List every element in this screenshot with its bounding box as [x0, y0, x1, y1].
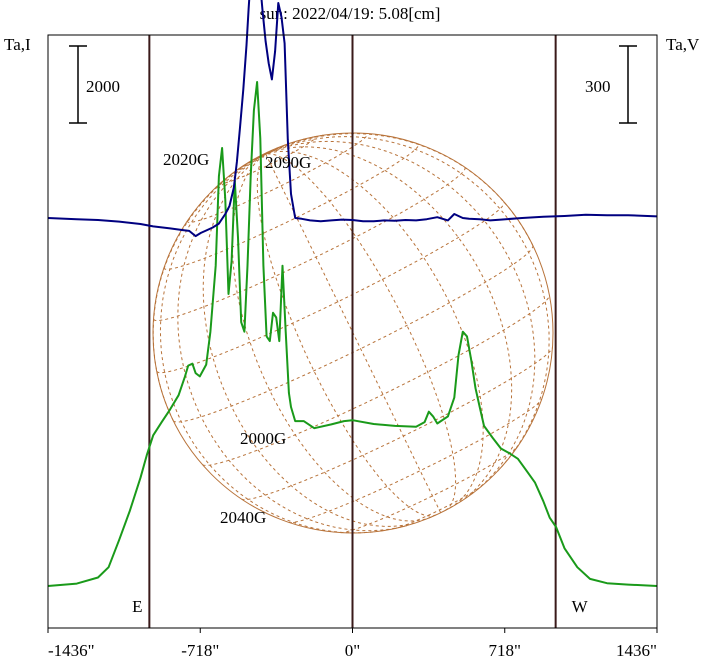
annotation-label: 2000G [240, 429, 286, 448]
polarization-series-line [47, 0, 658, 238]
x-tick-label: -718" [181, 641, 219, 660]
longitude-line [241, 153, 266, 168]
latitude-line [394, 485, 482, 530]
right-scale-bar-label: 300 [585, 77, 611, 96]
x-tick-label: 0" [345, 641, 360, 660]
longitude-line [265, 134, 324, 155]
annotation-label: 2090G [265, 153, 311, 172]
longitude-line [265, 146, 513, 503]
latitude-line [202, 295, 550, 466]
west-marker-label: W [572, 597, 589, 616]
latitude-line [186, 133, 368, 223]
longitude-line [265, 136, 550, 472]
y-axis-label-left: Ta,I [4, 35, 31, 54]
longitude-line [256, 153, 436, 517]
longitude-line [265, 133, 534, 246]
longitude-line [265, 140, 536, 495]
longitude-line [265, 150, 484, 509]
east-marker-label: E [132, 597, 142, 616]
latitude-line [340, 445, 519, 534]
x-tick-label: -1436" [48, 641, 95, 660]
y-axis-label-right: Ta,V [666, 35, 700, 54]
latitude-line [163, 143, 420, 270]
latitude-line [288, 398, 543, 524]
x-axis-ticks: -1436" -718" 0" 718" 1436" [47, 628, 658, 660]
chart-title: sun: 2022/04/19: 5.08[cm] [260, 4, 441, 23]
latitude-line [221, 136, 316, 184]
longitude-line [231, 153, 432, 522]
intensity-series-line [47, 81, 658, 587]
annotation-label: 2040G [220, 508, 266, 527]
longitude-line [202, 153, 421, 527]
longitude-line [265, 153, 442, 513]
longitude-line [265, 153, 457, 511]
left-scale-bar-label: 2000 [86, 77, 120, 96]
data-series [47, 0, 658, 587]
longitude-line [152, 153, 266, 421]
x-tick-label: 1436" [616, 641, 657, 660]
longitude-line [159, 153, 374, 534]
longitude-line [177, 153, 408, 532]
annotations: 2020G 2090G 2000G 2040G [163, 150, 311, 527]
latitude-line [153, 167, 466, 322]
solar-disk-grid [152, 132, 554, 534]
x-tick-label: 718" [489, 641, 521, 660]
scale-bars: 2000 300 [69, 45, 637, 124]
annotation-label: 2020G [163, 150, 209, 169]
